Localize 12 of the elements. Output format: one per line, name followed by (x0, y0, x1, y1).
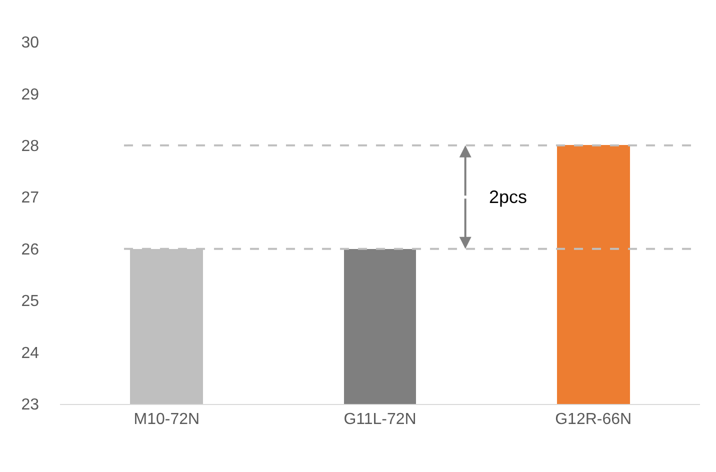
y-tick-label: 28 (21, 138, 40, 156)
x-tick-label: G11L-72N (344, 411, 416, 428)
y-tick-label: 29 (21, 86, 40, 104)
annotation: 2pcs (489, 187, 528, 207)
y-tick-label: 25 (21, 293, 40, 310)
y-tick-label: 26 (21, 241, 40, 258)
x-tick-label: M10-72N (134, 411, 200, 428)
y-tick-label: 27 (21, 190, 40, 207)
y-tick-label: 23 (21, 396, 40, 414)
y-tick-label: 24 (21, 344, 40, 362)
x-tick-label: G12R-66N (555, 411, 632, 428)
y-tick-label: 30 (21, 34, 40, 52)
